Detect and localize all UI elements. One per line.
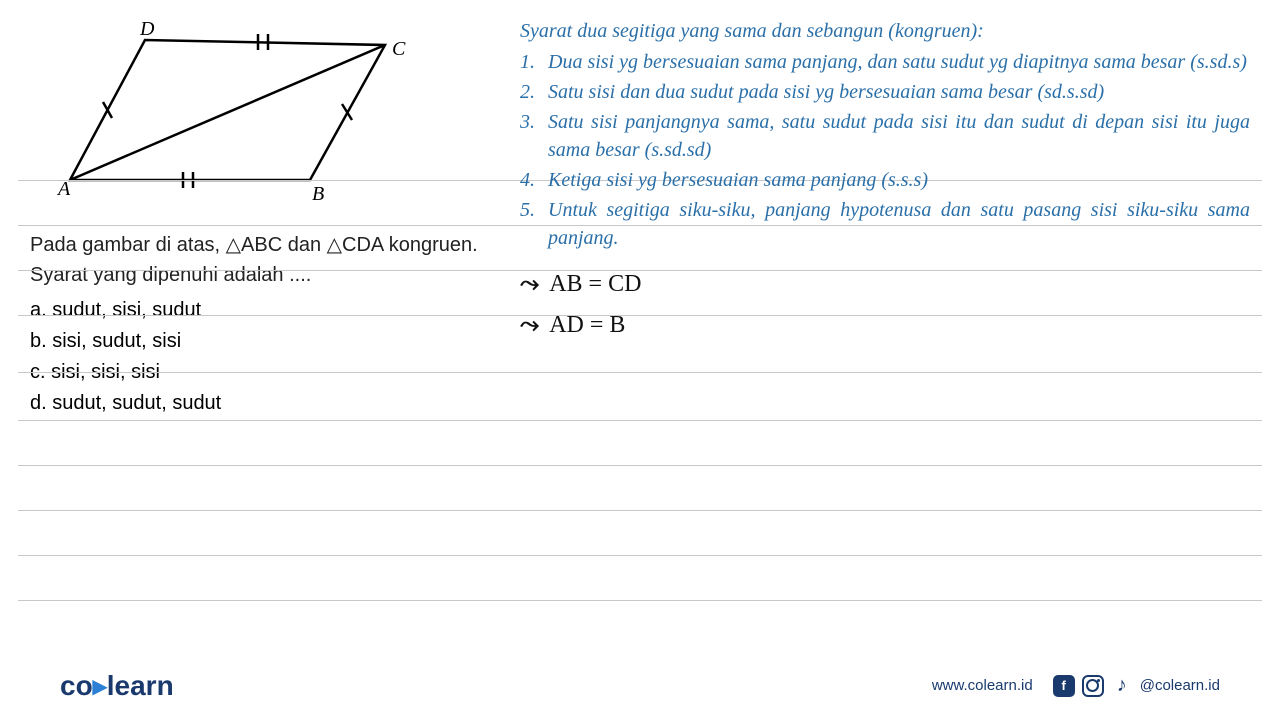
bullet-icon: ⤳ [520,264,539,305]
svg-text:C: C [392,38,406,60]
option-a: a. sudut, sisi, sudut [30,295,500,326]
explanation-header: Syarat dua segitiga yang sama dan sebang… [520,20,1250,43]
svg-text:A: A [56,178,71,200]
question-line2: Syarat yang dipenuhi adalah .... [30,264,311,286]
explanation-item: Ketiga sisi yg bersesuaian sama panjang … [520,166,1250,194]
option-c: c. sisi, sisi, sisi [30,357,500,388]
bullet-icon: ⤳ [520,305,539,346]
svg-text:B: B [312,183,324,205]
question-text: Pada gambar di atas, △ABC dan △CDA kongr… [30,230,500,290]
svg-text:D: D [139,20,155,40]
logo-co: co [60,670,93,701]
explanation-item: Dua sisi yg bersesuaian sama panjang, da… [520,48,1250,76]
logo-learn: learn [107,670,174,701]
logo-dot: ▸ [93,670,107,701]
explanation-item: Untuk segitiga siku-siku, panjang hypote… [520,196,1250,252]
social-icons: f ♪ @colearn.id [1053,675,1220,697]
parallelogram-diagram: A B C D [40,20,500,215]
option-b: b. sisi, sudut, sisi [30,326,500,357]
social-handle: @colearn.id [1140,677,1220,694]
colearn-logo: co▸learn [60,669,174,702]
handwriting-line: AD = B [549,305,625,346]
answer-options: a. sudut, sisi, sudut b. sisi, sudut, si… [30,295,500,419]
explanation-item: Satu sisi dan dua sudut pada sisi yg ber… [520,78,1250,106]
tiktok-icon: ♪ [1111,675,1133,697]
handwriting-line: AB = CD [549,264,641,305]
option-d: d. sudut, sudut, sudut [30,388,500,419]
website-url: www.colearn.id [932,677,1033,694]
explanation-item: Satu sisi panjangnya sama, satu sudut pa… [520,108,1250,164]
instagram-icon [1082,675,1104,697]
footer: co▸learn www.colearn.id f ♪ @colearn.id [0,669,1280,702]
handwritten-work: ⤳ AB = CD ⤳ AD = B [520,264,1250,346]
facebook-icon: f [1053,675,1075,697]
explanation-list: Dua sisi yg bersesuaian sama panjang, da… [520,48,1250,252]
question-line1: Pada gambar di atas, △ABC dan △CDA kongr… [30,234,478,256]
